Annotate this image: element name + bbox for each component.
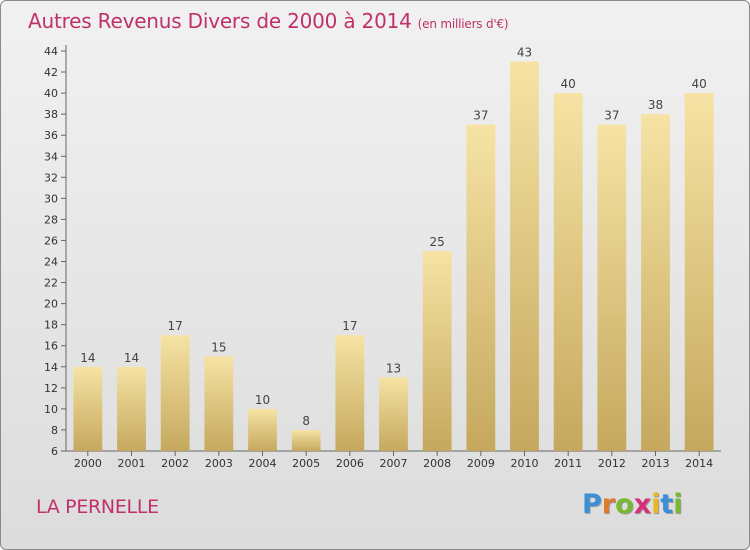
- data-label: 10: [255, 393, 270, 407]
- x-tick-label: 2007: [380, 457, 408, 470]
- bar: [553, 93, 583, 452]
- y-tick-label: 22: [44, 277, 58, 290]
- bar: [379, 377, 408, 451]
- y-tick-label: 42: [44, 66, 58, 79]
- y-tick-label: 40: [44, 87, 58, 100]
- data-labels: 14 14 17 15 10 8 17 13 25 37 43 40 37 38 40: [80, 46, 707, 428]
- data-label: 25: [430, 235, 445, 249]
- data-label: 14: [124, 351, 139, 365]
- logo-letter: i: [673, 489, 683, 520]
- y-tick-label: 44: [44, 45, 58, 58]
- x-tick-label: 2011: [554, 457, 582, 470]
- x-tick-label: 2005: [292, 457, 320, 470]
- x-tick-label: 2006: [336, 457, 364, 470]
- x-tick-label: 2008: [423, 457, 451, 470]
- y-tick-label: 18: [44, 319, 58, 332]
- logo-letter: t: [660, 489, 674, 520]
- title-text: Autres Revenus Divers de 2000 à 2014: [28, 9, 412, 33]
- logo-letter: r: [601, 489, 616, 520]
- x-tick-label: 2014: [685, 457, 713, 470]
- x-tick-label: 2003: [205, 457, 233, 470]
- chart-title: Autres Revenus Divers de 2000 à 2014 (en …: [28, 9, 509, 33]
- data-label: 13: [386, 361, 401, 375]
- y-tick-label: 38: [44, 108, 58, 121]
- y-tick-label: 16: [44, 340, 58, 353]
- data-label: 38: [648, 98, 663, 112]
- data-label: 43: [517, 46, 532, 60]
- y-tick-label: 34: [44, 150, 58, 163]
- data-label: 17: [342, 319, 357, 333]
- x-tick-label: 2004: [249, 457, 277, 470]
- location-label: LA PERNELLE: [36, 496, 159, 518]
- bar: [248, 408, 277, 451]
- y-tick-label: 24: [44, 256, 58, 269]
- data-label: 14: [80, 351, 95, 365]
- y-tick-label: 28: [44, 213, 58, 226]
- y-tick-label: 26: [44, 234, 58, 247]
- y-axis: 6 8 10 12 14 16 18 20 22 24 26 28 30 32 34 36 38 40 42 44: [44, 45, 67, 458]
- y-tick-label: 8: [51, 424, 58, 437]
- x-tick-label: 2012: [598, 457, 626, 470]
- y-tick-label: 14: [44, 361, 58, 374]
- bar: [510, 61, 539, 452]
- y-tick-label: 32: [44, 171, 58, 184]
- x-axis: 2000 2001 2002 2003 2004 2005 2006 2007 2008 2009…: [66, 450, 721, 470]
- data-label: 17: [168, 319, 183, 333]
- x-tick-label: 2009: [467, 457, 495, 470]
- bar: [335, 335, 365, 451]
- bar: [117, 366, 146, 451]
- logo-letter: P: [582, 489, 602, 520]
- x-tick-label: 2001: [118, 457, 146, 470]
- x-tick-label: 2000: [74, 457, 102, 470]
- data-label: 37: [604, 109, 619, 123]
- data-label: 8: [302, 414, 310, 428]
- x-tick-label: 2010: [511, 457, 539, 470]
- y-tick-label: 30: [44, 192, 58, 205]
- bar: [641, 114, 670, 451]
- bars: [73, 61, 714, 452]
- bar: [73, 366, 103, 451]
- logo-letter: o: [615, 489, 634, 520]
- bar: [684, 93, 714, 452]
- data-label: 37: [473, 109, 488, 123]
- bar: [422, 251, 452, 451]
- bar: [466, 124, 496, 452]
- proxiti-logo[interactable]: Proxiti: [582, 489, 683, 520]
- bar: [204, 356, 234, 451]
- logo-letter: i: [651, 489, 661, 520]
- data-label: 15: [211, 340, 226, 354]
- y-tick-label: 12: [44, 382, 58, 395]
- bar: [291, 429, 321, 451]
- bar: [160, 335, 190, 451]
- bar: [597, 124, 627, 452]
- y-tick-label: 20: [44, 298, 58, 311]
- y-tick-label: 6: [51, 445, 58, 458]
- logo-letter: x: [633, 489, 652, 520]
- y-tick-label: 36: [44, 129, 58, 142]
- data-label: 40: [692, 77, 707, 91]
- x-tick-label: 2002: [161, 457, 189, 470]
- x-tick-label: 2013: [642, 457, 670, 470]
- y-tick-label: 10: [44, 403, 58, 416]
- chart-subtitle: (en milliers d'€): [417, 17, 509, 31]
- data-label: 40: [561, 77, 576, 91]
